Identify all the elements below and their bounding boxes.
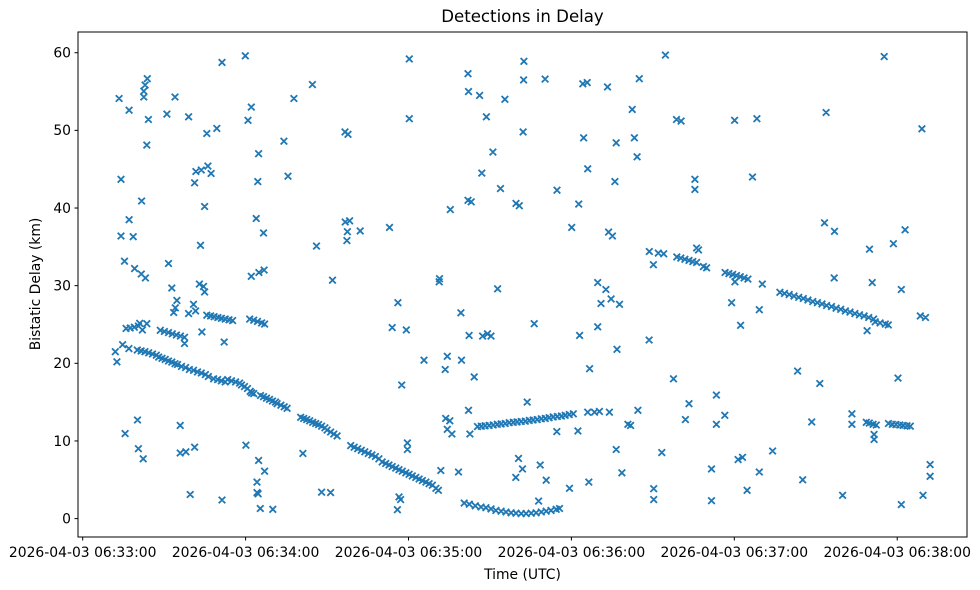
scatter-data-points: [111, 51, 935, 518]
x-tick-label: 2026-04-03 06:37:00: [661, 545, 809, 561]
x-axis-label: Time (UTC): [484, 567, 561, 583]
y-axis-label: Bistatic Delay (km): [28, 217, 44, 351]
x-tick-label: 2026-04-03 06:38:00: [823, 545, 971, 561]
y-tick-label: 60: [53, 46, 71, 62]
y-tick-label: 50: [53, 123, 71, 139]
x-tick-label: 2026-04-03 06:36:00: [498, 545, 646, 561]
y-tick-label: 40: [53, 201, 71, 217]
y-tick-label: 0: [62, 511, 71, 527]
y-tick-label: 30: [53, 278, 71, 294]
y-tick-label: 20: [53, 356, 71, 372]
x-tick-label: 2026-04-03 06:35:00: [335, 545, 483, 561]
chart-title: Detections in Delay: [441, 7, 604, 26]
x-tick-label: 2026-04-03 06:33:00: [9, 545, 157, 561]
plot-frame: [77, 31, 968, 538]
y-tick-label: 10: [53, 434, 71, 450]
x-tick-label: 2026-04-03 06:34:00: [172, 545, 320, 561]
